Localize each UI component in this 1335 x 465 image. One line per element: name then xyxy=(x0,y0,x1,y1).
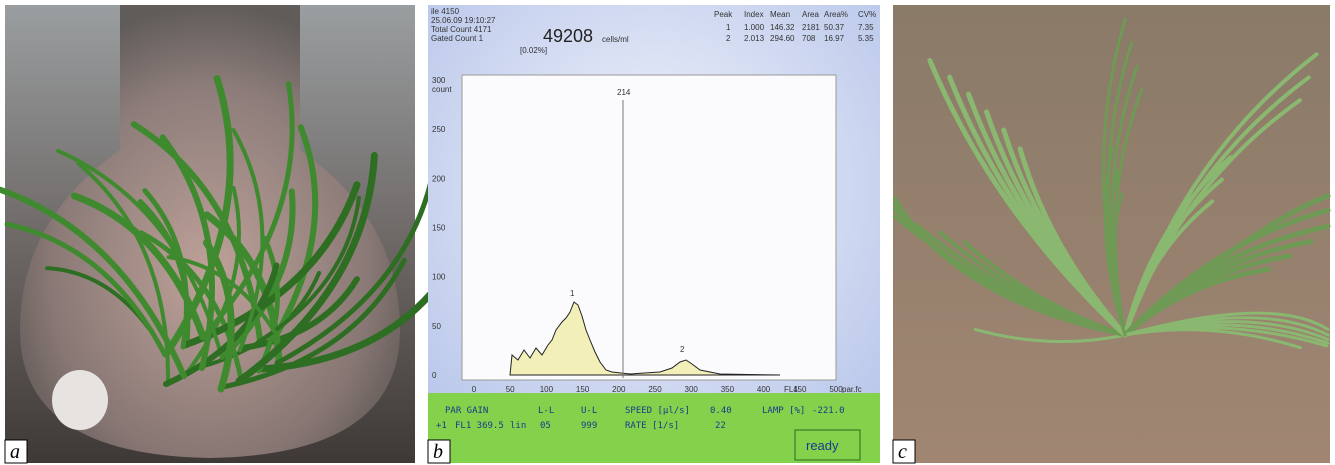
table-cell: 7.35 xyxy=(858,23,874,32)
table-header: Mean xyxy=(770,10,790,19)
status-text: lin xyxy=(510,421,526,431)
table-cell: 16.97 xyxy=(824,34,845,43)
table-cell: 2.013 xyxy=(744,34,765,43)
panel-a: a xyxy=(0,5,446,463)
status-text: SPEED [µl/s] xyxy=(625,406,690,416)
peak-label: 2 xyxy=(680,345,685,354)
status-text: PAR GAIN xyxy=(445,406,488,416)
y-tick-label: 100 xyxy=(432,273,446,282)
table-header: Area xyxy=(802,10,819,19)
table-header: Index xyxy=(744,10,764,19)
x-tick-label: 500 xyxy=(829,385,843,394)
status-text: -221.0 xyxy=(812,406,845,416)
header-line: Total Count 4171 xyxy=(431,25,492,34)
table-cell: 708 xyxy=(802,34,816,43)
x-tick-label: 50 xyxy=(506,385,515,394)
table-cell: 1.000 xyxy=(744,23,765,32)
x-tick-label: 150 xyxy=(576,385,590,394)
table-cell: 50.37 xyxy=(824,23,845,32)
table-cell: 5.35 xyxy=(858,34,874,43)
table-header: Peak xyxy=(714,10,733,19)
status-text: +1 xyxy=(436,421,447,431)
gated-pct: [0.02%] xyxy=(520,46,547,55)
figure: a 214 1 2 count FL1 par.fc 49208 cells/m… xyxy=(0,0,1335,465)
y-tick-label: 0 xyxy=(432,371,437,380)
panel-c: c xyxy=(893,5,1330,463)
y-tick-label: 250 xyxy=(432,125,446,134)
status-text: 22 xyxy=(715,421,726,431)
cap xyxy=(52,370,108,430)
y-tick-label: 50 xyxy=(432,322,441,331)
status-text: L-L xyxy=(538,406,554,416)
x-tick-label: 300 xyxy=(685,385,699,394)
status-text: 999 xyxy=(581,421,597,431)
marker-label: 214 xyxy=(617,88,631,97)
button-label[interactable]: ready xyxy=(806,438,839,453)
status-text: 0.40 xyxy=(710,406,732,416)
header-line: Gated Count 1 xyxy=(431,34,484,43)
header-line: 25.06.09 19:10:27 xyxy=(431,16,496,25)
header-line: ile 4150 xyxy=(431,7,460,16)
panel-label: c xyxy=(898,441,907,463)
panel-label: b xyxy=(433,441,443,463)
y-tick-label: 150 xyxy=(432,224,446,233)
status-text: 05 xyxy=(540,421,551,431)
x-tick-label: 100 xyxy=(540,385,554,394)
status-text: FL1 369.5 xyxy=(455,421,504,431)
x-tick-label: 200 xyxy=(612,385,626,394)
table-cell: 1 xyxy=(726,23,731,32)
x-tick-label: 400 xyxy=(757,385,771,394)
unit: cells/ml xyxy=(602,35,629,44)
cell-count: 49208 xyxy=(543,26,593,46)
y-tick-label: 200 xyxy=(432,174,446,183)
table-cell: 2181 xyxy=(802,23,820,32)
table-header: Area% xyxy=(824,10,848,19)
plot-area xyxy=(462,75,836,380)
panel-b: 214 1 2 count FL1 par.fc 49208 cells/ml … xyxy=(428,5,880,463)
y-tick-label: 300 xyxy=(432,76,446,85)
panel-label: a xyxy=(10,441,20,463)
y-axis-label: count xyxy=(432,85,452,94)
x-tick-label: 250 xyxy=(648,385,662,394)
table-header: CV% xyxy=(858,10,876,19)
status-text: LAMP [%] xyxy=(762,406,805,416)
table-cell: 146.32 xyxy=(770,23,795,32)
status-text: U-L xyxy=(581,406,597,416)
x-tick-label: 350 xyxy=(721,385,735,394)
x-tick-label: 450 xyxy=(793,385,807,394)
peak-label: 1 xyxy=(570,289,575,298)
table-cell: 2 xyxy=(726,34,731,43)
table-cell: 294.60 xyxy=(770,34,795,43)
x-tick-label: 0 xyxy=(472,385,477,394)
status-text: RATE [1/s] xyxy=(625,421,679,431)
x-axis-label: par.fc xyxy=(842,385,862,394)
